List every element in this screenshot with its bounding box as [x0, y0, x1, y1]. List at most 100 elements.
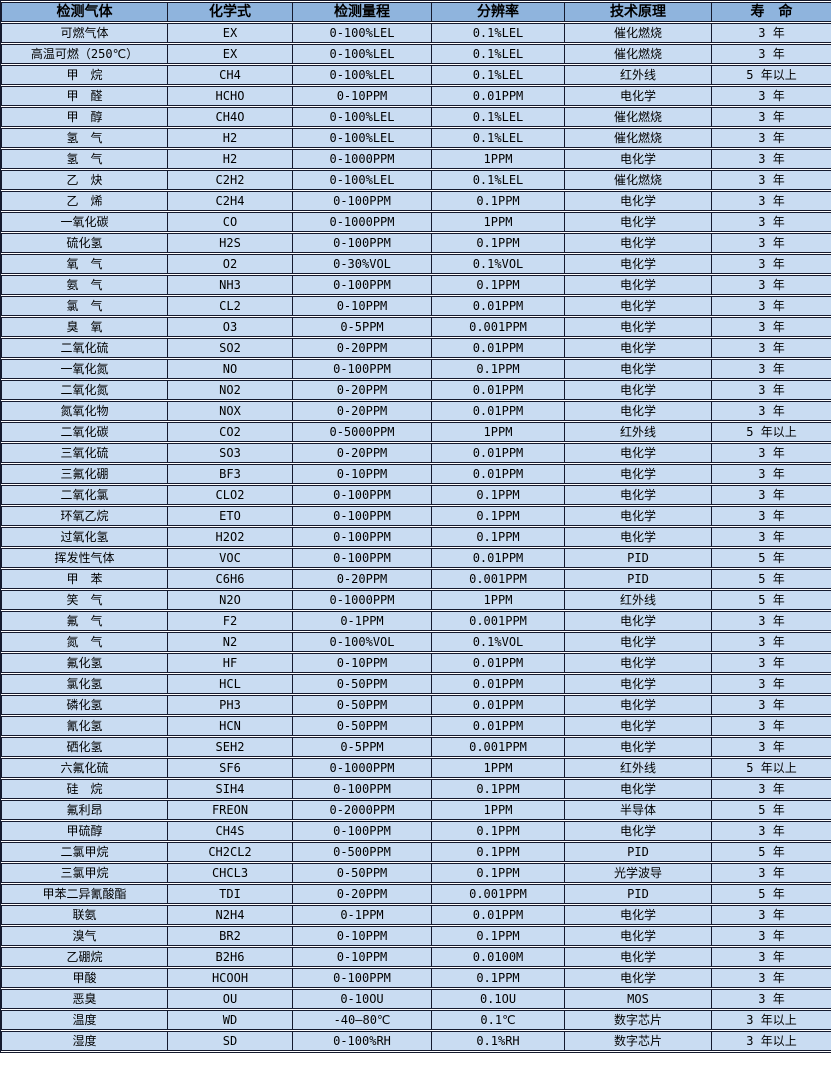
cell-gas: 氟化氢 — [1, 653, 167, 673]
cell-formula: NO2 — [167, 380, 292, 400]
cell-range: 0-10PPM — [292, 296, 431, 316]
cell-range: 0-50PPM — [292, 716, 431, 736]
cell-formula: SD — [167, 1031, 292, 1051]
table-row: 甲 醇 CH4O 0-100%LEL 0.1%LEL 催化燃烧 3 年 — [1, 107, 831, 127]
cell-lifespan: 3 年以上 — [711, 1031, 831, 1051]
cell-range: 0-500PPM — [292, 842, 431, 862]
cell-formula: CH2CL2 — [167, 842, 292, 862]
cell-gas: 氧 气 — [1, 254, 167, 274]
cell-principle: 电化学 — [564, 359, 711, 379]
cell-resolution: 0.1PPM — [431, 842, 564, 862]
table-row: 联氨 N2H4 0-1PPM 0.01PPM 电化学 3 年 — [1, 905, 831, 925]
table-row: 氮 气 N2 0-100%VOL 0.1%VOL 电化学 3 年 — [1, 632, 831, 652]
cell-formula: ETO — [167, 506, 292, 526]
cell-resolution: 0.01PPM — [431, 443, 564, 463]
cell-formula: N2 — [167, 632, 292, 652]
cell-range: 0-100%RH — [292, 1031, 431, 1051]
cell-principle: 红外线 — [564, 758, 711, 778]
cell-formula: HCHO — [167, 86, 292, 106]
gas-sensor-spec-table: 检测气体 化学式 检测量程 分辨率 技术原理寿 命 可燃气体 EX 0-100%LEL 0.1… — [1, 1, 831, 1052]
table-row: 乙 炔 C2H2 0-100%LEL 0.1%LEL 催化燃烧 3 年 — [1, 170, 831, 190]
cell-resolution: 0.1%VOL — [431, 254, 564, 274]
cell-formula: CO2 — [167, 422, 292, 442]
cell-range: 0-5000PPM — [292, 422, 431, 442]
cell-principle: 电化学 — [564, 611, 711, 631]
cell-resolution: 0.1PPM — [431, 506, 564, 526]
cell-principle: 电化学 — [564, 275, 711, 295]
table-body: 可燃气体 EX 0-100%LEL 0.1%LEL 催化燃烧 3 年高温可燃（250℃） E… — [1, 23, 831, 1051]
cell-lifespan: 3 年 — [711, 401, 831, 421]
cell-lifespan: 3 年 — [711, 149, 831, 169]
table-row: 甲苯二异氰酸酯 TDI 0-20PPM 0.001PPM PID 5 年 — [1, 884, 831, 904]
cell-principle: 催化燃烧 — [564, 170, 711, 190]
cell-principle: 红外线 — [564, 65, 711, 85]
cell-range: 0-5PPM — [292, 317, 431, 337]
column-header-principle: 技术原理 — [564, 2, 711, 22]
cell-formula: NOX — [167, 401, 292, 421]
cell-gas: 挥发性气体 — [1, 548, 167, 568]
cell-principle: 催化燃烧 — [564, 44, 711, 64]
cell-lifespan: 3 年 — [711, 989, 831, 1009]
cell-range: 0-100%VOL — [292, 632, 431, 652]
cell-principle: 电化学 — [564, 401, 711, 421]
cell-resolution: 0.01PPM — [431, 380, 564, 400]
table-row: 乙硼烷 B2H6 0-10PPM 0.0100M 电化学 3 年 — [1, 947, 831, 967]
cell-principle: 催化燃烧 — [564, 23, 711, 43]
cell-lifespan: 3 年 — [711, 107, 831, 127]
table-row: 可燃气体 EX 0-100%LEL 0.1%LEL 催化燃烧 3 年 — [1, 23, 831, 43]
cell-gas: 环氧乙烷 — [1, 506, 167, 526]
cell-principle: 电化学 — [564, 947, 711, 967]
table-row: 三氧化硫 SO3 0-20PPM 0.01PPM 电化学 3 年 — [1, 443, 831, 463]
cell-formula: H2 — [167, 149, 292, 169]
table-row: 硒化氢 SEH2 0-5PPM 0.001PPM 电化学 3 年 — [1, 737, 831, 757]
cell-gas: 硅 烷 — [1, 779, 167, 799]
table-row: 甲酸 HCOOH 0-100PPM 0.1PPM 电化学 3 年 — [1, 968, 831, 988]
cell-range: 0-20PPM — [292, 401, 431, 421]
cell-formula: H2O2 — [167, 527, 292, 547]
cell-lifespan: 3 年 — [711, 212, 831, 232]
cell-lifespan: 3 年 — [711, 716, 831, 736]
cell-gas: 可燃气体 — [1, 23, 167, 43]
cell-formula: N2O — [167, 590, 292, 610]
cell-formula: CHCL3 — [167, 863, 292, 883]
cell-formula: OU — [167, 989, 292, 1009]
cell-gas: 乙 烯 — [1, 191, 167, 211]
cell-formula: C6H6 — [167, 569, 292, 589]
cell-gas: 甲硫醇 — [1, 821, 167, 841]
column-header-resolution: 分辨率 — [431, 2, 564, 22]
cell-formula: H2 — [167, 128, 292, 148]
cell-range: 0-10PPM — [292, 86, 431, 106]
cell-resolution: 1PPM — [431, 212, 564, 232]
cell-range: 0-100%LEL — [292, 23, 431, 43]
cell-resolution: 0.1%LEL — [431, 170, 564, 190]
cell-lifespan: 5 年以上 — [711, 65, 831, 85]
cell-resolution: 1PPM — [431, 800, 564, 820]
cell-formula: SIH4 — [167, 779, 292, 799]
cell-gas: 恶臭 — [1, 989, 167, 1009]
cell-formula: NO — [167, 359, 292, 379]
table-row: 氢 气 H2 0-1000PPM 1PPM 电化学 3 年 — [1, 149, 831, 169]
cell-lifespan: 3 年 — [711, 905, 831, 925]
cell-lifespan: 5 年 — [711, 548, 831, 568]
header-row: 检测气体 化学式 检测量程 分辨率 技术原理寿 命 — [1, 2, 831, 22]
cell-gas: 甲苯二异氰酸酯 — [1, 884, 167, 904]
cell-formula: O3 — [167, 317, 292, 337]
table-row: 氧 气 O2 0-30%VOL 0.1%VOL 电化学 3 年 — [1, 254, 831, 274]
cell-formula: BR2 — [167, 926, 292, 946]
cell-lifespan: 3 年 — [711, 821, 831, 841]
cell-principle: PID — [564, 884, 711, 904]
cell-gas: 六氟化硫 — [1, 758, 167, 778]
cell-range: 0-10PPM — [292, 926, 431, 946]
cell-gas: 溴气 — [1, 926, 167, 946]
cell-gas: 氰化氢 — [1, 716, 167, 736]
cell-principle: 电化学 — [564, 86, 711, 106]
cell-formula: N2H4 — [167, 905, 292, 925]
cell-resolution: 0.001PPM — [431, 611, 564, 631]
cell-gas: 温度 — [1, 1010, 167, 1030]
cell-gas: 甲 醛 — [1, 86, 167, 106]
table-row: 甲 苯 C6H6 0-20PPM 0.001PPM PID 5 年 — [1, 569, 831, 589]
cell-range: 0-20PPM — [292, 569, 431, 589]
cell-formula: WD — [167, 1010, 292, 1030]
cell-formula: BF3 — [167, 464, 292, 484]
cell-lifespan: 3 年以上 — [711, 1010, 831, 1030]
